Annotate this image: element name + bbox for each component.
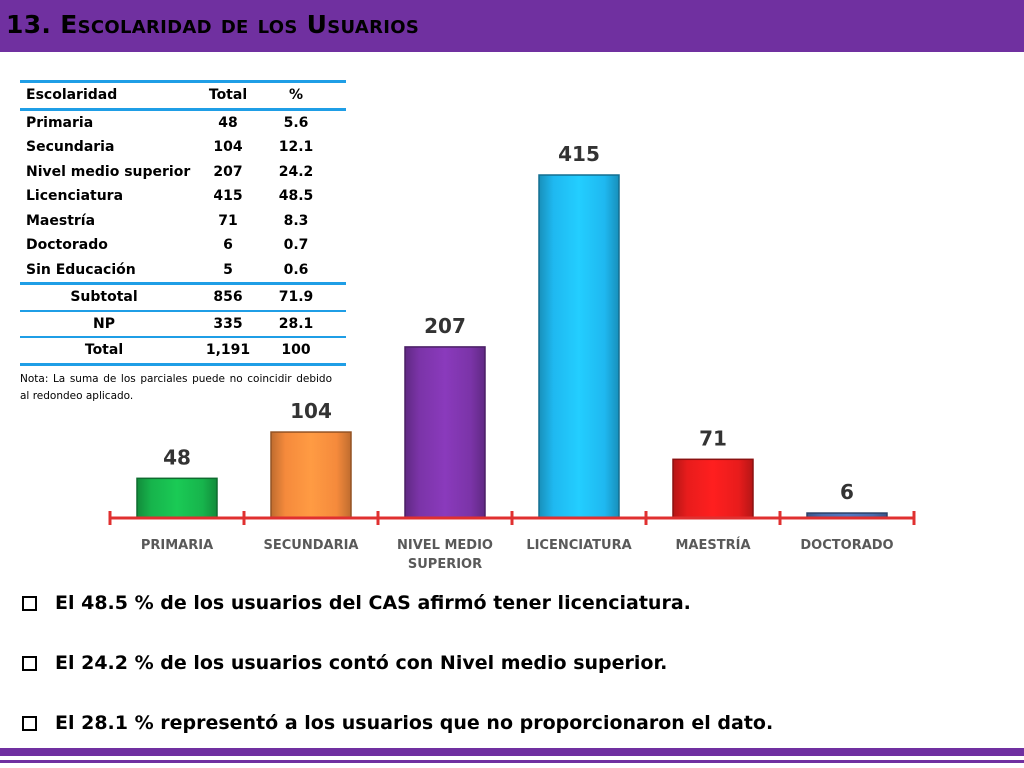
bar-3: [538, 174, 620, 519]
bar-4: [672, 458, 754, 519]
header-total: Total: [208, 87, 248, 103]
np-pct: 28.1: [278, 315, 314, 332]
row-pct: 24.2: [278, 163, 314, 180]
data-label-5: 6: [840, 480, 854, 504]
data-table: Escolaridad Total % Primaria 48 5.6 Secu…: [20, 80, 346, 366]
bullet-item: El 48.5 % de los usuarios del CAS afirmó…: [22, 588, 691, 618]
row-name: Primaria: [26, 114, 94, 131]
table-subtotal-row: Subtotal 856 71.9: [20, 285, 346, 310]
row-total: 71: [218, 212, 238, 229]
table-total-row: Total 1,191 100: [20, 338, 346, 363]
checkbox-bullet-icon: [22, 655, 37, 671]
bar-chart: 48 PRIMARIA 104 SECUNDARIA 207 NIVEL MEDIO SUP…: [108, 142, 916, 572]
subtotal-total: 856: [213, 289, 243, 305]
total-name: Total: [84, 342, 124, 358]
table-rule: [20, 80, 346, 83]
category-label-0: PRIMARIA: [141, 538, 213, 553]
total-pct: 100: [281, 342, 311, 358]
checkbox-bullet-icon: [22, 715, 37, 731]
category-label-1: SECUNDARIA: [264, 538, 359, 553]
row-pct: 0.7: [283, 237, 309, 253]
table-row: Doctorado 6 0.7: [20, 233, 346, 258]
category-label-3: LICENCIATURA: [526, 538, 631, 553]
np-total: 335: [213, 315, 243, 332]
bullet-item: El 28.1 % representó a los usuarios que …: [22, 708, 773, 738]
row-pct: 8.3: [283, 212, 309, 229]
table-rule: [20, 107, 346, 111]
table-row: Sin Educación 5 0.6: [20, 258, 346, 283]
category-label-4: MAESTRÍA: [675, 537, 750, 553]
bullet-item: El 24.2 % de los usuarios contó con Nive…: [22, 648, 667, 678]
subtotal-name: Subtotal: [70, 289, 138, 305]
row-name: Licenciatura: [26, 188, 124, 204]
bullet-text: El 24.2 % de los usuarios contó con Nive…: [55, 652, 668, 674]
np-name: NP: [93, 315, 115, 332]
bullet-text: El 28.1 % representó a los usuarios que …: [55, 712, 774, 734]
bar-0: [136, 477, 218, 519]
category-label-2: NIVEL MEDIO: [397, 538, 493, 553]
data-label-3: 415: [558, 142, 600, 166]
table-row: Primaria 48 5.6: [20, 111, 346, 136]
table-rule: [20, 282, 346, 285]
table-row: Licenciatura 415 48.5: [20, 184, 346, 209]
footer-bar: [0, 748, 1024, 756]
bullet-text: El 48.5 % de los usuarios del CAS afirmó…: [55, 592, 691, 614]
data-label-1: 104: [290, 399, 332, 423]
title-bar: 13. Escolaridad de los Usuarios: [0, 0, 1024, 52]
data-label-4: 71: [699, 426, 727, 450]
table-note: Nota: La suma de los parciales puede no …: [20, 373, 332, 402]
table-row: Secundaria 104 12.1: [20, 135, 346, 160]
row-pct: 48.5: [278, 188, 314, 204]
page-title: 13. Escolaridad de los Usuarios: [6, 10, 420, 39]
row-total: 415: [213, 188, 243, 204]
bar-1: [270, 431, 352, 519]
checkbox-bullet-icon: [22, 595, 37, 611]
row-name: Maestría: [26, 212, 96, 229]
table-np-row: NP 335 28.1: [20, 312, 346, 337]
header-escolaridad: Escolaridad: [26, 87, 118, 103]
category-label-2: SUPERIOR: [408, 557, 482, 572]
total-total: 1,191: [205, 342, 251, 358]
table-rule: [20, 309, 346, 312]
row-pct: 0.6: [283, 261, 309, 278]
subtotal-pct: 71.9: [278, 289, 314, 305]
row-name: Secundaria: [26, 139, 115, 155]
row-total: 48: [218, 114, 238, 131]
data-label-0: 48: [163, 445, 191, 469]
row-name: Nivel medio superior: [26, 163, 191, 180]
table-header-row: Escolaridad Total %: [20, 83, 346, 108]
footer-line: [0, 760, 1024, 763]
table-rule: [20, 362, 346, 366]
bar-2: [404, 346, 486, 519]
table-row: Maestría 71 8.3: [20, 209, 346, 234]
data-label-2: 207: [424, 314, 466, 338]
header-pct: %: [288, 87, 304, 103]
row-name: Sin Educación: [26, 261, 136, 278]
table-row: Nivel medio superior 207 24.2: [20, 160, 346, 185]
row-name: Doctorado: [26, 237, 108, 253]
row-total: 104: [213, 139, 243, 155]
row-total: 6: [223, 237, 233, 253]
row-pct: 12.1: [278, 139, 314, 155]
row-pct: 5.6: [283, 114, 309, 131]
row-total: 207: [213, 163, 243, 180]
category-label-5: DOCTORADO: [800, 538, 893, 553]
row-total: 5: [223, 261, 233, 278]
table-rule: [20, 336, 346, 338]
